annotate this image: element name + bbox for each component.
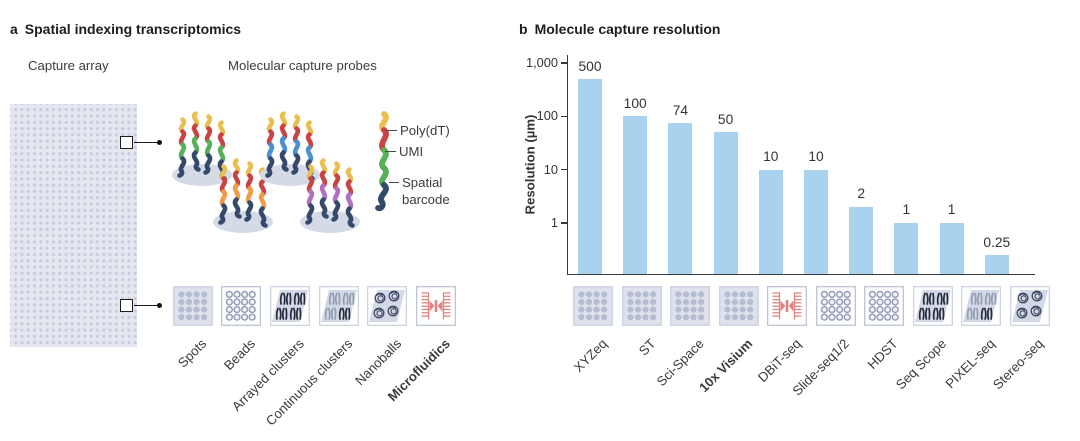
category-icon-beads — [864, 286, 905, 326]
array-type-microfluidics — [416, 286, 456, 326]
y-axis-line — [567, 55, 569, 274]
category-icon-microfluidics — [767, 286, 808, 326]
y-tick-label: 1 — [550, 214, 558, 230]
microfluidics-icon — [767, 286, 808, 326]
array-zoom-marker-top — [120, 136, 133, 149]
panel-b-title: b Molecule capture resolution — [519, 21, 721, 37]
bar-10x Visium — [713, 132, 738, 274]
microfluidics-icon — [416, 286, 456, 326]
panel-a-letter: a — [10, 21, 18, 37]
bar-value-label: 500 — [578, 58, 602, 74]
panel-a: a Spatial indexing transcriptomics Captur… — [0, 0, 510, 441]
y-tick-label: 1,000 — [525, 55, 558, 70]
legend-tick-polydt — [386, 130, 397, 132]
capture-array-label: Capture array — [28, 58, 109, 73]
category-icon-continuous-clusters — [961, 286, 1002, 326]
spots-icon — [172, 286, 213, 326]
legend-tick-spatial-barcode — [389, 182, 399, 184]
bar-DBiT-seq — [758, 169, 783, 274]
beads-icon — [815, 286, 856, 326]
bar-value-label: 1 — [947, 202, 956, 218]
category-label: HDST — [864, 336, 901, 372]
bar-Seq Scope — [894, 222, 919, 274]
bar-XYZeq — [578, 79, 602, 274]
bar-value-label: 50 — [717, 111, 734, 127]
nanoballs-icon — [367, 286, 408, 326]
arrayed-clusters-icon — [912, 286, 953, 326]
bar-value-label: 0.25 — [983, 234, 1011, 250]
y-tick-label: 10 — [543, 161, 558, 177]
spots-icon — [621, 286, 662, 326]
y-tick-mark — [560, 115, 567, 118]
spots-icon — [670, 286, 710, 326]
panel-b: b Molecule capture resolution Resolution … — [510, 0, 1080, 441]
panel-b-letter: b — [519, 21, 528, 37]
beads-icon — [864, 286, 905, 326]
x-axis-line — [567, 273, 1035, 275]
panel-a-heading: Spatial indexing transcriptomics — [24, 21, 242, 37]
beads-icon — [221, 286, 262, 326]
array-zoom-marker-bottom — [120, 299, 133, 312]
bar-value-label: 10 — [763, 149, 779, 165]
bar-ST — [623, 116, 648, 274]
connector-line-top — [134, 141, 158, 143]
array-type-label: Spots — [174, 336, 210, 371]
connector-dot-bottom — [156, 303, 162, 308]
capture-array-graphic — [10, 104, 137, 347]
spots-icon — [718, 286, 759, 326]
array-type-spots — [172, 286, 213, 326]
legend-tick-umi — [385, 151, 396, 153]
array-type-continuous-clusters — [318, 286, 359, 326]
category-label: Seq Scope — [893, 336, 950, 393]
category-label: ST — [635, 336, 659, 359]
category-icon-arrayed-clusters — [912, 286, 953, 326]
legend-label-polydt: Poly(dT) — [400, 123, 450, 138]
legend-label-umi: UMI — [399, 144, 424, 159]
y-tick-mark — [560, 168, 567, 171]
bar-Slide-seq1/2 — [804, 169, 828, 274]
category-icon-beads — [815, 286, 856, 326]
category-label: DBiT-seq — [754, 336, 804, 385]
y-tick-label: 100 — [536, 108, 558, 124]
category-icon-spots — [718, 286, 759, 326]
category-label: PIXEL-seq — [942, 336, 999, 392]
category-label: XYZeq — [570, 336, 610, 376]
bar-value-label: 2 — [857, 186, 866, 202]
bar-PIXEL-seq — [939, 222, 964, 274]
connector-line-bottom — [134, 304, 158, 306]
array-type-beads — [221, 286, 262, 326]
category-label: Stereo-seq — [990, 336, 1047, 393]
bar-value-label: 100 — [623, 95, 647, 111]
bar-Sci-Space — [668, 123, 693, 274]
array-type-label: Continuous clusters — [262, 336, 356, 429]
legend-label-spatial-barcode: Spatial barcode — [402, 175, 450, 207]
molecular-capture-probes-label: Molecular capture probes — [228, 58, 377, 73]
bar-value-label: 1 — [902, 202, 911, 218]
array-type-label: Beads — [220, 336, 258, 374]
category-icon-nanoballs — [1010, 286, 1050, 326]
bar-HDST — [849, 206, 874, 274]
array-type-nanoballs — [367, 286, 408, 326]
bar-Stereo-seq — [984, 255, 1009, 274]
continuous-clusters-icon — [318, 286, 359, 326]
bar-value-label: 74 — [672, 102, 689, 118]
y-tick-mark — [560, 62, 567, 64]
nanoballs-icon — [1010, 286, 1050, 326]
category-icon-spots — [573, 286, 613, 326]
panel-a-title: a Spatial indexing transcriptomics — [10, 21, 241, 37]
connector-dot-top — [156, 140, 162, 145]
continuous-clusters-icon — [961, 286, 1002, 326]
category-icon-spots — [621, 286, 662, 326]
panel-b-heading: Molecule capture resolution — [534, 21, 721, 37]
category-icon-spots — [670, 286, 710, 326]
probe-clusters-graphic — [172, 111, 360, 233]
probe-strand-legend-graphic — [375, 111, 389, 212]
bar-value-label: 10 — [808, 149, 824, 165]
spots-icon — [573, 286, 613, 326]
y-tick-mark — [560, 222, 567, 224]
arrayed-clusters-icon — [269, 286, 310, 326]
array-type-arrayed-clusters — [269, 286, 310, 326]
